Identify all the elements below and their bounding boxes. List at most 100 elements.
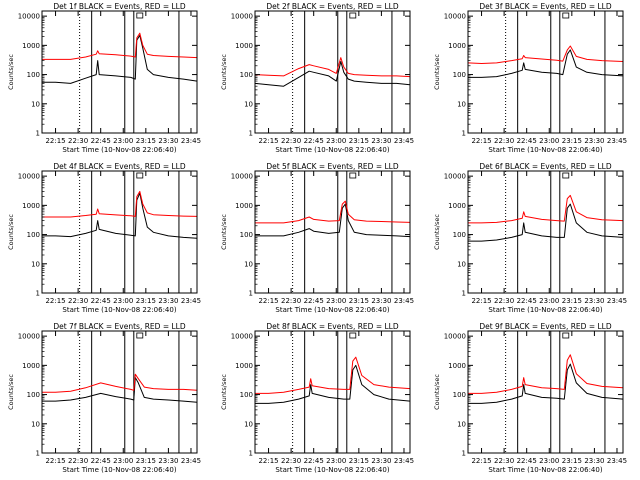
y-tick-label: 1000 bbox=[448, 202, 466, 210]
marker-box bbox=[562, 172, 570, 179]
x-tick-label: 22:15 bbox=[258, 297, 278, 305]
marker-box bbox=[562, 332, 570, 339]
x-tick-label: 23:45 bbox=[607, 297, 627, 305]
y-tick-label: 1 bbox=[249, 290, 253, 298]
y-tick-label: 10000 bbox=[231, 173, 253, 181]
events-series-line bbox=[42, 192, 198, 239]
plot-frame bbox=[467, 330, 624, 454]
y-tick-label: 10000 bbox=[231, 13, 253, 21]
y-axis-label: Counts/sec bbox=[7, 54, 15, 90]
y-tick-label: 10000 bbox=[18, 333, 40, 341]
x-tick-label: 23:30 bbox=[158, 457, 178, 465]
y-tick-label: 1000 bbox=[448, 42, 466, 50]
y-axis-label: Counts/sec bbox=[433, 374, 441, 410]
lld-series-line bbox=[42, 373, 198, 393]
x-tick-label: 22:45 bbox=[304, 457, 324, 465]
marker-box bbox=[562, 12, 570, 19]
events-series-line bbox=[42, 377, 198, 403]
y-tick-label: 1 bbox=[36, 290, 40, 298]
x-tick-label: 23:00 bbox=[326, 137, 346, 145]
x-tick-label: 22:15 bbox=[471, 297, 491, 305]
x-tick-label: 23:45 bbox=[607, 457, 627, 465]
y-tick-label: 1 bbox=[249, 450, 253, 458]
x-tick-label: 23:30 bbox=[371, 137, 391, 145]
x-axis-label: Start Time (10-Nov-08 22:06:40) bbox=[62, 466, 176, 474]
y-tick-label: 10000 bbox=[231, 333, 253, 341]
x-tick-label: 22:45 bbox=[91, 137, 111, 145]
chart-panel-1: 1 10 100 1000 10000 22:15 22:30 22:45 23:00 23:15… bbox=[7, 2, 201, 154]
marker-box bbox=[349, 12, 357, 19]
y-tick-label: 100 bbox=[27, 71, 40, 79]
plot-frame bbox=[41, 330, 198, 454]
y-tick-label: 1000 bbox=[22, 42, 40, 50]
x-tick-label: 22:45 bbox=[517, 297, 537, 305]
y-axis-label: Counts/sec bbox=[220, 54, 228, 90]
x-tick-label: 22:15 bbox=[471, 137, 491, 145]
x-tick-label: 23:45 bbox=[181, 297, 201, 305]
plot-frame bbox=[254, 330, 411, 454]
chart-title: Det 7f BLACK = Events, RED = LLD bbox=[53, 322, 186, 331]
y-tick-label: 1000 bbox=[22, 362, 40, 370]
chart-panel-4: 1 10 100 1000 10000 22:15 22:30 22:45 23:00 23:15… bbox=[7, 162, 201, 314]
chart-title: Det 2f BLACK = Events, RED = LLD bbox=[266, 2, 399, 11]
events-series-line bbox=[468, 203, 624, 242]
y-tick-label: 100 bbox=[240, 231, 253, 239]
chart-panel-2: 1 10 100 1000 10000 22:15 22:30 22:45 23:00 23:15… bbox=[220, 2, 414, 154]
y-tick-label: 10 bbox=[457, 420, 466, 428]
y-tick-label: 10 bbox=[457, 100, 466, 108]
y-tick-label: 1000 bbox=[448, 362, 466, 370]
x-tick-label: 22:30 bbox=[68, 297, 88, 305]
chart-title: Det 1f BLACK = Events, RED = LLD bbox=[53, 2, 186, 11]
x-axis-label: Start Time (10-Nov-08 22:06:40) bbox=[275, 146, 389, 154]
x-tick-label: 22:45 bbox=[517, 137, 537, 145]
y-tick-label: 100 bbox=[27, 231, 40, 239]
y-tick-label: 10 bbox=[244, 260, 253, 268]
y-tick-label: 10 bbox=[31, 100, 40, 108]
x-tick-label: 22:30 bbox=[281, 137, 301, 145]
x-tick-label: 22:30 bbox=[494, 297, 514, 305]
x-tick-label: 23:45 bbox=[181, 137, 201, 145]
lld-series-line bbox=[468, 354, 624, 394]
x-tick-label: 23:15 bbox=[562, 457, 582, 465]
x-tick-label: 23:30 bbox=[584, 457, 604, 465]
y-tick-label: 10 bbox=[31, 420, 40, 428]
x-tick-label: 23:00 bbox=[539, 297, 559, 305]
lld-series-line bbox=[42, 32, 198, 60]
x-tick-label: 23:00 bbox=[326, 297, 346, 305]
x-tick-label: 23:15 bbox=[136, 137, 156, 145]
chart-title: Det 9f BLACK = Events, RED = LLD bbox=[479, 322, 612, 331]
x-tick-label: 23:30 bbox=[158, 297, 178, 305]
y-tick-label: 1000 bbox=[235, 42, 253, 50]
lld-series-line bbox=[255, 200, 411, 224]
y-axis-label: Counts/sec bbox=[220, 214, 228, 250]
x-tick-label: 23:15 bbox=[562, 297, 582, 305]
y-tick-label: 10 bbox=[457, 260, 466, 268]
plot-frame bbox=[254, 170, 411, 294]
x-tick-label: 23:15 bbox=[349, 457, 369, 465]
chart-title: Det 4f BLACK = Events, RED = LLD bbox=[53, 162, 186, 171]
events-series-line bbox=[255, 364, 411, 404]
x-tick-label: 23:00 bbox=[326, 457, 346, 465]
x-axis-label: Start Time (10-Nov-08 22:06:40) bbox=[275, 306, 389, 314]
y-tick-label: 1 bbox=[462, 130, 466, 138]
x-axis-label: Start Time (10-Nov-08 22:06:40) bbox=[62, 306, 176, 314]
chart-panel-8: 1 10 100 1000 10000 22:15 22:30 22:45 23:00 23:15… bbox=[220, 322, 414, 474]
x-tick-label: 23:45 bbox=[394, 297, 414, 305]
x-tick-label: 23:00 bbox=[113, 297, 133, 305]
x-tick-label: 23:45 bbox=[394, 457, 414, 465]
plot-frame bbox=[467, 170, 624, 294]
x-axis-label: Start Time (10-Nov-08 22:06:40) bbox=[488, 466, 602, 474]
y-tick-label: 10 bbox=[244, 420, 253, 428]
x-tick-label: 22:15 bbox=[45, 297, 65, 305]
x-tick-label: 23:30 bbox=[371, 457, 391, 465]
chart-panel-5: 1 10 100 1000 10000 22:15 22:30 22:45 23:00 23:15… bbox=[220, 162, 414, 314]
x-axis-label: Start Time (10-Nov-08 22:06:40) bbox=[488, 146, 602, 154]
y-tick-label: 10000 bbox=[444, 13, 466, 21]
chart-title: Det 6f BLACK = Events, RED = LLD bbox=[479, 162, 612, 171]
y-tick-label: 100 bbox=[27, 391, 40, 399]
chart-panel-6: 1 10 100 1000 10000 22:15 22:30 22:45 23:00 23:15… bbox=[433, 162, 627, 314]
x-tick-label: 22:15 bbox=[258, 457, 278, 465]
y-tick-label: 10 bbox=[31, 260, 40, 268]
x-tick-label: 23:15 bbox=[136, 297, 156, 305]
y-tick-label: 10000 bbox=[18, 13, 40, 21]
